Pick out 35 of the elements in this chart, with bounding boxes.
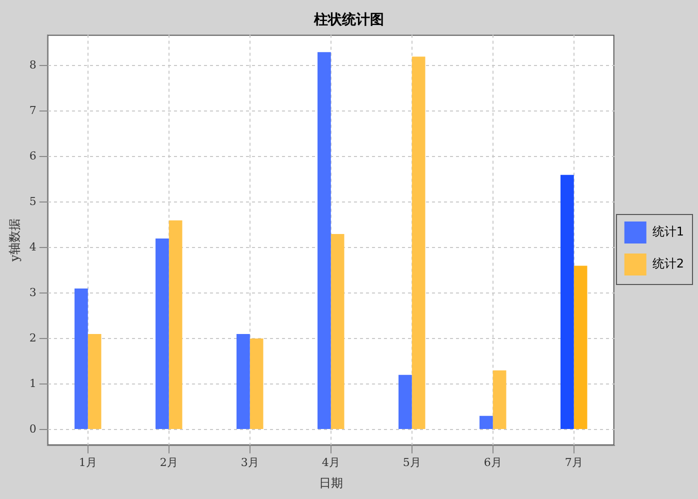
bar <box>574 266 588 429</box>
bar <box>156 238 169 429</box>
x-tick-label: 2月 <box>160 456 178 469</box>
x-tick-label: 7月 <box>564 456 583 469</box>
bar <box>250 338 264 429</box>
y-tick-label: 1 <box>29 376 36 390</box>
x-tick-label: 4月 <box>322 456 340 469</box>
x-tick-label: 3月 <box>240 456 259 469</box>
y-tick-label: 3 <box>29 286 36 299</box>
bar <box>412 56 426 429</box>
bar <box>88 334 102 429</box>
bar <box>318 52 331 429</box>
y-tick-label: 8 <box>29 58 36 72</box>
y-tick-label: 4 <box>29 240 36 254</box>
y-tick-label: 2 <box>29 331 36 344</box>
y-axis-title: y轴数据 <box>7 218 22 262</box>
x-tick-label: 1月 <box>78 456 97 469</box>
y-tick-label: 7 <box>29 104 36 118</box>
bar <box>74 288 88 429</box>
bar <box>492 370 506 429</box>
x-tick-label: 5月 <box>402 456 421 469</box>
y-tick-label: 6 <box>29 150 36 163</box>
bar <box>560 174 574 429</box>
bar <box>168 220 182 429</box>
y-tick-label: 0 <box>29 422 36 436</box>
bar <box>236 334 250 429</box>
x-axis-title: 日期 <box>318 476 343 490</box>
bar <box>398 374 412 429</box>
x-tick-label: 6月 <box>484 456 502 469</box>
chart-title: 柱状统计图 <box>313 11 384 28</box>
bar <box>480 416 493 429</box>
bar <box>330 234 344 429</box>
legend-label: 统计1 <box>652 224 684 239</box>
y-tick-label: 5 <box>29 194 36 208</box>
legend-label: 统计2 <box>652 256 684 271</box>
